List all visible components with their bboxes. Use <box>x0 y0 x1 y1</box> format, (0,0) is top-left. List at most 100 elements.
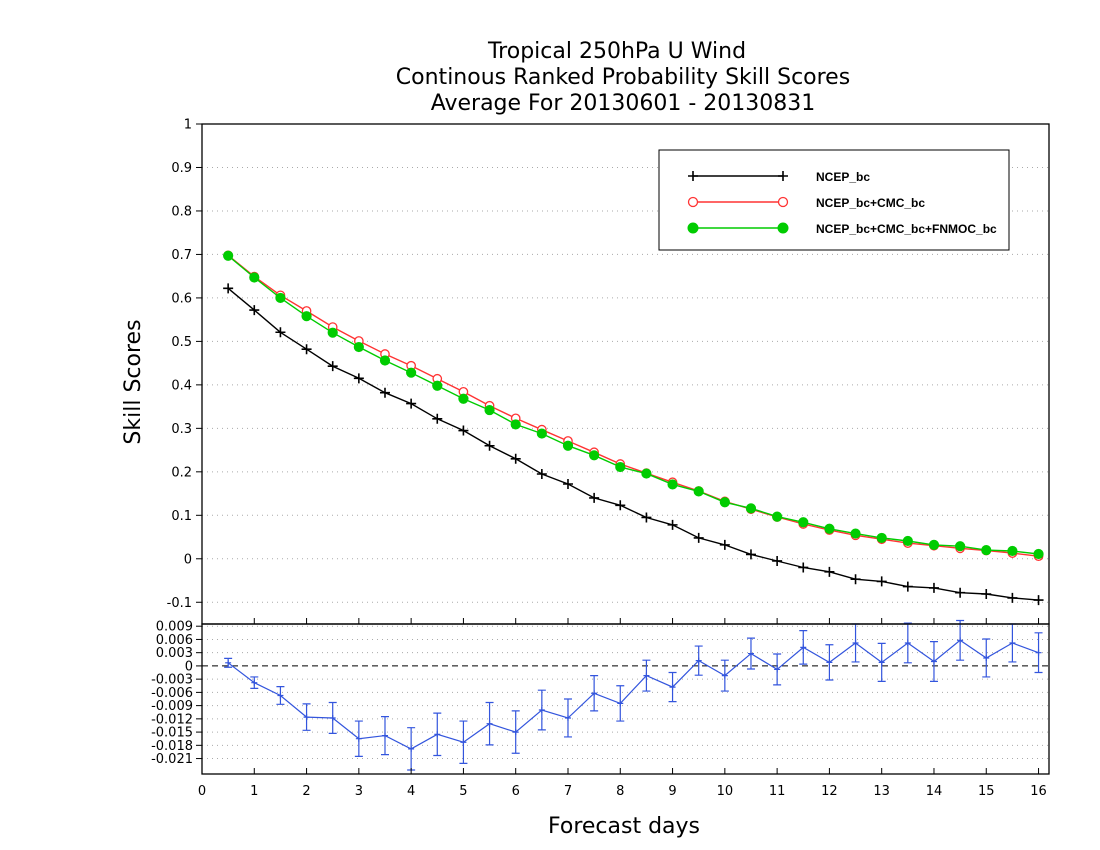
series-1-point <box>719 539 730 550</box>
series-3-point <box>458 393 469 404</box>
legend-marker-3 <box>687 222 699 234</box>
difference-point <box>277 692 284 699</box>
difference-point <box>564 714 571 721</box>
series-3-point <box>772 511 783 522</box>
title-line-2: Continous Ranked Probability Skill Score… <box>396 65 850 90</box>
series-3-point <box>667 479 678 490</box>
legend-label-3: NCEP_bc+CMC_bc+FNMOC_bc <box>816 222 997 236</box>
difference-point <box>251 679 258 686</box>
series-3-point <box>249 272 260 283</box>
difference-point <box>643 672 650 679</box>
series-3-point <box>510 419 521 430</box>
x-tick-label: 16 <box>1030 784 1047 799</box>
difference-point <box>329 714 336 721</box>
x-tick-label: 3 <box>355 784 363 799</box>
series-1-point <box>615 500 626 511</box>
difference-point <box>303 714 310 721</box>
series-1-point <box>772 555 783 566</box>
series-1-point <box>379 387 390 398</box>
difference-point <box>591 690 598 697</box>
bottom-panel-series <box>224 619 1043 771</box>
difference-line <box>227 639 1039 750</box>
series-3-point <box>1007 545 1018 557</box>
legend-label-1: NCEP_bc <box>816 170 870 184</box>
series-3-point <box>484 404 495 416</box>
x-tick-label: 10 <box>717 784 734 799</box>
top-y-tick-label: 0.1 <box>171 509 192 524</box>
series-1-point <box>536 469 547 479</box>
difference-point <box>460 739 467 746</box>
top-y-tick-label: 0.2 <box>171 465 192 480</box>
series-3-point <box>641 468 652 479</box>
series-1-point <box>693 532 704 543</box>
difference-point <box>512 729 519 736</box>
top-y-tick-label: 0.5 <box>171 335 192 350</box>
x-axis-ticks: 0 1 2 3 4 5 6 7 8 9 10 11 12 13 14 15 16 <box>198 618 1047 799</box>
x-tick-label: 5 <box>459 784 467 799</box>
bottom-panel-frame <box>201 623 1050 775</box>
top-panel-y-ticks: 1 0.9 0.8 0.7 0.6 0.5 0.4 0.3 0.2 0.1 0 -0.1 <box>167 118 202 611</box>
series-1-point <box>432 413 443 424</box>
x-tick-label: 13 <box>873 784 890 799</box>
difference-point <box>957 637 964 644</box>
legend-marker-2 <box>687 196 699 208</box>
series-3-point <box>876 532 887 544</box>
series-3-point <box>824 523 835 534</box>
title-line-3: Average For 20130601 - 20130831 <box>431 91 816 116</box>
difference-point <box>434 731 441 738</box>
series-3-point <box>981 544 992 556</box>
legend-marker-1 <box>778 171 788 181</box>
top-y-tick-label: 0.8 <box>171 204 192 219</box>
difference-point <box>617 700 624 707</box>
difference-point <box>983 654 990 661</box>
series-3-point <box>615 461 626 473</box>
series-3-point <box>406 367 417 378</box>
series-1-point <box>327 361 338 372</box>
series-3-point <box>928 539 940 550</box>
x-tick-label: 14 <box>926 784 943 799</box>
series-1-point <box>589 492 600 503</box>
difference-point <box>1009 639 1016 646</box>
series-3-point <box>719 497 730 508</box>
series-3-point <box>589 450 600 461</box>
top-y-tick-label: 0.9 <box>171 161 192 176</box>
bottom-y-tick-label: -0.006 <box>151 686 193 701</box>
x-tick-label: 4 <box>407 784 415 799</box>
series-3-point <box>902 535 913 547</box>
top-y-tick-label: 0.7 <box>171 248 192 263</box>
bottom-y-tick-label: 0.003 <box>156 646 193 661</box>
top-y-tick-label: 0 <box>184 552 192 567</box>
series-1-point <box>275 327 286 338</box>
top-y-tick-label: 1 <box>184 118 192 133</box>
series-1-point <box>510 453 521 464</box>
series-1-point <box>1033 595 1044 606</box>
series-1-point <box>1007 592 1018 603</box>
series-1-point <box>798 562 809 573</box>
difference-point <box>747 650 754 657</box>
bottom-y-tick-label: -0.009 <box>151 699 193 714</box>
difference-point <box>826 659 833 666</box>
bottom-y-tick-label: -0.003 <box>151 673 193 688</box>
x-tick-label: 6 <box>512 784 520 799</box>
series-1-point <box>458 425 469 436</box>
series-1-point <box>745 549 756 560</box>
series-3-point <box>327 327 338 338</box>
legend-label-2: NCEP_bc+CMC_bc <box>816 196 925 210</box>
series-1-point <box>301 344 312 355</box>
bottom-panel-y-ticks: 0.0090.0060.0030-0.003-0.006-0.009-0.012… <box>151 620 202 767</box>
top-y-tick-label: 0.6 <box>171 291 192 306</box>
difference-point <box>878 659 885 666</box>
bottom-y-tick-label: -0.015 <box>151 726 193 741</box>
difference-point <box>381 732 388 739</box>
series-1-point <box>876 576 887 587</box>
bottom-y-tick-label: 0.006 <box>156 633 193 648</box>
legend-marker-3 <box>777 222 789 234</box>
legend: NCEP_bc NCEP_bc+CMC_bc NCEP_bc+CMC_bc+FNMO… <box>658 149 1010 251</box>
series-1-point <box>667 519 678 530</box>
series-3-point <box>562 440 574 451</box>
bottom-y-tick-label: -0.021 <box>151 752 193 767</box>
x-tick-label: 12 <box>821 784 838 799</box>
series-3-point <box>850 528 861 539</box>
